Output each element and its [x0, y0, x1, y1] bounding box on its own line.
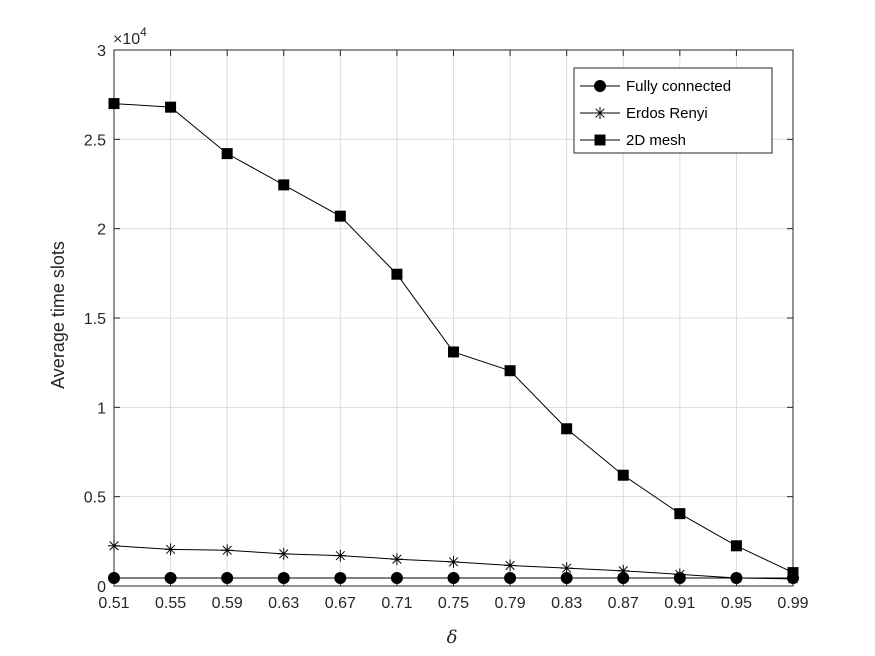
data-point-erdos-renyi — [617, 564, 630, 577]
data-point-2d-mesh — [730, 540, 742, 552]
data-point-erdos-renyi — [560, 562, 573, 575]
legend-box — [573, 67, 773, 154]
asterisk-stroke — [165, 544, 176, 555]
y-tick-label: 2.5 — [84, 132, 106, 149]
data-point-2d-mesh — [448, 346, 459, 358]
data-point-2d-mesh — [391, 268, 403, 280]
x-tick-label: 0.99 — [777, 595, 808, 612]
x-tick-label: 0.63 — [268, 595, 299, 612]
series-2d-mesh — [108, 98, 799, 579]
asterisk-stroke — [279, 549, 289, 559]
data-point-fully-connected — [108, 571, 120, 584]
y-tick-label: 1 — [97, 400, 106, 417]
legend-marker-2d-mesh — [594, 134, 606, 146]
x-tick-label: 0.95 — [721, 595, 752, 612]
data-point-2d-mesh — [221, 148, 233, 160]
legend-label: Erdos Renyi — [626, 105, 708, 122]
y-exponent-base: ×10 — [113, 31, 140, 48]
data-point-erdos-renyi — [390, 553, 403, 566]
data-point-2d-mesh — [504, 365, 516, 377]
x-tick-label: 0.71 — [381, 595, 412, 612]
asterisk-stroke — [505, 560, 515, 571]
tick-labels: 0.51 0.55 0.59 0.63 0.67 0.71 0.75 0.79 0.83 0.87… — [84, 43, 809, 612]
series-erdos-renyi — [108, 539, 799, 585]
y-tick-label: 3 — [97, 43, 106, 60]
data-point-erdos-renyi — [673, 568, 686, 581]
data-point-erdos-renyi — [334, 549, 347, 562]
legend-entry-fully-connected: Fully connected — [580, 78, 731, 95]
y-exponent-label: ×104 — [113, 25, 147, 48]
data-point-2d-mesh — [334, 210, 346, 222]
asterisk-stroke — [222, 545, 232, 555]
asterisk-stroke — [109, 541, 119, 551]
data-point-erdos-renyi — [730, 571, 743, 584]
data-point-fully-connected — [164, 571, 177, 584]
data-point-fully-connected — [221, 571, 234, 584]
asterisk-stroke — [335, 550, 345, 561]
legend-label: Fully connected — [626, 78, 731, 95]
asterisk-stroke — [618, 566, 628, 576]
data-point-erdos-renyi — [164, 543, 177, 556]
legend-marker-fully-connected — [594, 80, 606, 92]
asterisk-stroke — [562, 563, 572, 573]
data-point-erdos-renyi — [108, 539, 120, 552]
data-point-fully-connected — [277, 571, 290, 584]
y-tick-label: 1.5 — [84, 311, 106, 328]
data-point-2d-mesh — [617, 469, 629, 481]
y-tick-label: 2 — [97, 222, 106, 239]
x-tick-label: 0.51 — [98, 595, 129, 612]
data-point-2d-mesh — [674, 508, 686, 520]
data-point-erdos-renyi — [447, 555, 460, 568]
data-point-erdos-renyi — [221, 544, 234, 557]
y-tick-label: 0 — [97, 579, 106, 596]
asterisk-stroke — [731, 573, 742, 583]
y-tick-label: 0.5 — [84, 490, 106, 507]
asterisk-stroke — [675, 569, 685, 580]
data-point-fully-connected — [504, 571, 517, 584]
x-tick-label: 0.87 — [608, 595, 639, 612]
legend-entry-2d-mesh: 2D mesh — [580, 132, 686, 149]
data-point-2d-mesh — [108, 98, 120, 110]
x-tick-label: 0.67 — [325, 595, 356, 612]
data-point-fully-connected — [334, 571, 347, 584]
x-axis-label: δ — [447, 627, 458, 648]
data-point-erdos-renyi — [277, 547, 290, 560]
data-point-fully-connected — [390, 571, 403, 584]
x-tick-label: 0.75 — [438, 595, 469, 612]
x-tick-label: 0.83 — [551, 595, 582, 612]
data-point-2d-mesh — [278, 179, 290, 191]
legend-entry-erdos-renyi: Erdos Renyi — [580, 105, 708, 122]
series-lines — [108, 98, 799, 585]
asterisk-stroke — [595, 108, 605, 118]
data-point-2d-mesh — [787, 567, 799, 579]
data-point-2d-mesh — [165, 101, 177, 113]
data-point-fully-connected — [447, 571, 460, 584]
data-point-erdos-renyi — [504, 559, 517, 572]
x-tick-label: 0.59 — [212, 595, 243, 612]
x-tick-label: 0.55 — [155, 595, 186, 612]
x-tick-label: 0.79 — [495, 595, 526, 612]
legend-label: 2D mesh — [626, 132, 686, 149]
asterisk-stroke — [448, 557, 459, 567]
legend-marker-erdos-renyi — [594, 107, 606, 119]
y-axis-label: Average time slots — [48, 241, 68, 389]
x-tick-label: 0.91 — [664, 595, 695, 612]
asterisk-stroke — [392, 554, 402, 564]
legend: Fully connected Erdos Renyi 2D mesh — [573, 67, 773, 154]
y-exponent-power: 4 — [140, 25, 147, 39]
data-point-2d-mesh — [561, 423, 573, 435]
